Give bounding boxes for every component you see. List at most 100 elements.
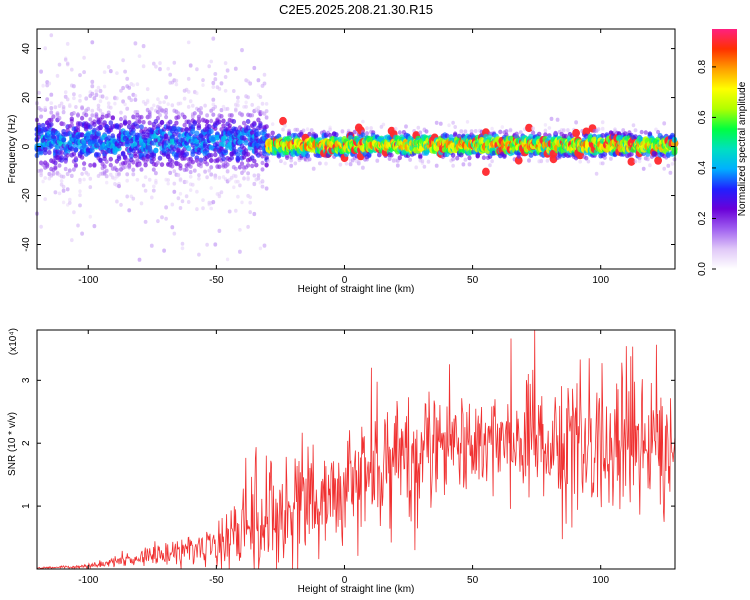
spectrogram-cell — [135, 82, 140, 87]
spectrogram-cell — [338, 162, 343, 167]
spectrogram-cell — [92, 96, 97, 101]
spectrogram-cell — [81, 140, 87, 146]
spectrogram-cell — [114, 167, 119, 173]
spectrogram-cell — [72, 111, 76, 116]
spectrogram-cell — [133, 41, 138, 46]
spectrogram-cell — [82, 177, 86, 182]
spectrogram-cell — [137, 162, 142, 167]
spectrogram-cell — [155, 160, 160, 165]
spectrogram-cell — [151, 167, 156, 172]
spectrogram-cell — [178, 133, 183, 139]
spectrogram-cell — [118, 122, 124, 128]
spectrogram-cell — [188, 170, 193, 175]
spectrogram-cell — [397, 130, 402, 135]
spectrogram-cell — [122, 119, 128, 125]
spectrogram-cell — [73, 162, 78, 168]
spectrogram-cell — [408, 157, 412, 162]
spectrogram-cell — [197, 173, 201, 178]
spectrogram-cell — [143, 219, 148, 224]
spectrogram-cell — [451, 157, 455, 162]
spectrogram-cell — [90, 40, 95, 45]
spectrogram-cell — [498, 129, 503, 135]
spectrogram-cell — [196, 114, 201, 120]
spectrogram-cell — [508, 128, 513, 133]
spectrogram-cell — [562, 128, 566, 133]
spectrogram-cell — [352, 129, 357, 135]
spectrogram-cell — [194, 158, 199, 164]
spectrogram-cell — [578, 159, 582, 164]
spectrogram-cell — [243, 148, 249, 154]
spectrogram-cell — [184, 151, 190, 157]
spectrogram-cell — [102, 84, 107, 89]
spectrogram-cell — [82, 161, 87, 166]
spectrogram-cell — [151, 153, 157, 159]
spectrogram-cell — [279, 116, 287, 126]
spectrogram-cell — [670, 132, 675, 139]
spectrogram-cell — [49, 110, 54, 115]
spectrogram-cell — [197, 252, 201, 257]
spectrogram-x-tick-label: -100 — [78, 275, 98, 286]
spectrogram-cell — [127, 208, 132, 213]
snr-x-tick-label: -100 — [78, 575, 98, 586]
spectrogram-cell — [217, 164, 222, 170]
spectrogram-cell — [135, 123, 140, 129]
spectrogram-cell — [481, 155, 486, 160]
spectrogram-cell — [600, 120, 605, 125]
spectrogram-cell — [602, 151, 608, 157]
snr-y-tick-label: 3 — [21, 377, 32, 383]
spectrogram-cell — [248, 81, 253, 86]
spectrogram-cell — [217, 86, 222, 91]
spectrogram-cell — [154, 171, 158, 175]
spectrogram-cell — [258, 246, 263, 251]
spectrogram-cell — [59, 157, 64, 163]
snr-x-ticks: -100 -50 0 50 100 — [78, 330, 609, 586]
spectrogram-cell — [131, 172, 136, 177]
spectrogram-cell — [365, 126, 369, 131]
spectrogram-cell — [283, 161, 287, 166]
spectrogram-cell — [422, 164, 427, 169]
spectrogram-cell — [98, 108, 103, 113]
spectrogram-cell — [244, 100, 248, 105]
spectrogram-cell — [72, 210, 76, 215]
spectrogram-cell — [242, 168, 246, 173]
spectrogram-cell — [76, 223, 80, 228]
spectrogram-cell — [455, 155, 460, 161]
spectrogram-cell — [248, 195, 252, 200]
spectrogram-cell — [104, 96, 109, 100]
spectrogram-cell — [252, 181, 257, 187]
spectrogram-cell — [163, 140, 169, 146]
spectrogram-cell — [266, 159, 271, 164]
spectrogram-cell — [213, 152, 218, 158]
spectrogram-cell — [214, 134, 220, 141]
spectrogram-cell — [381, 122, 386, 127]
spectrogram-cell — [584, 155, 589, 161]
spectrogram-cell — [79, 132, 85, 138]
spectrogram-cell — [96, 85, 101, 90]
spectrogram-cell — [104, 159, 109, 164]
spectrogram-cell — [104, 174, 109, 179]
spectrogram-cell — [170, 163, 175, 169]
spectrogram-cell — [225, 68, 230, 73]
spectrogram-cell — [70, 238, 74, 243]
spectrogram-cell — [80, 106, 84, 111]
spectrogram-cell — [387, 156, 392, 161]
spectrogram-cell — [662, 121, 667, 126]
spectrogram-cell — [49, 122, 54, 127]
spectrogram-cell — [117, 184, 121, 189]
colorbar-ticks: 0.0 0.2 0.4 0.6 0.8 — [697, 60, 716, 276]
spectrogram-cell — [157, 155, 163, 161]
spectrogram-cell — [467, 155, 472, 161]
spectrogram-cell — [106, 113, 111, 118]
spectrogram-cell — [545, 158, 550, 163]
spectrogram-cell — [198, 157, 204, 163]
spectrogram-cell — [152, 184, 156, 189]
spectrogram-cell — [238, 183, 242, 188]
spectrogram-cell — [78, 98, 82, 103]
spectrogram-cell — [209, 165, 214, 170]
spectrogram-x-tick-label: -50 — [209, 275, 224, 286]
spectrogram-cell — [566, 128, 570, 133]
spectrogram-cell — [109, 105, 113, 110]
spectrogram-cell — [563, 133, 568, 139]
spectrogram-cell — [236, 179, 240, 184]
spectrogram-cell — [53, 190, 58, 195]
